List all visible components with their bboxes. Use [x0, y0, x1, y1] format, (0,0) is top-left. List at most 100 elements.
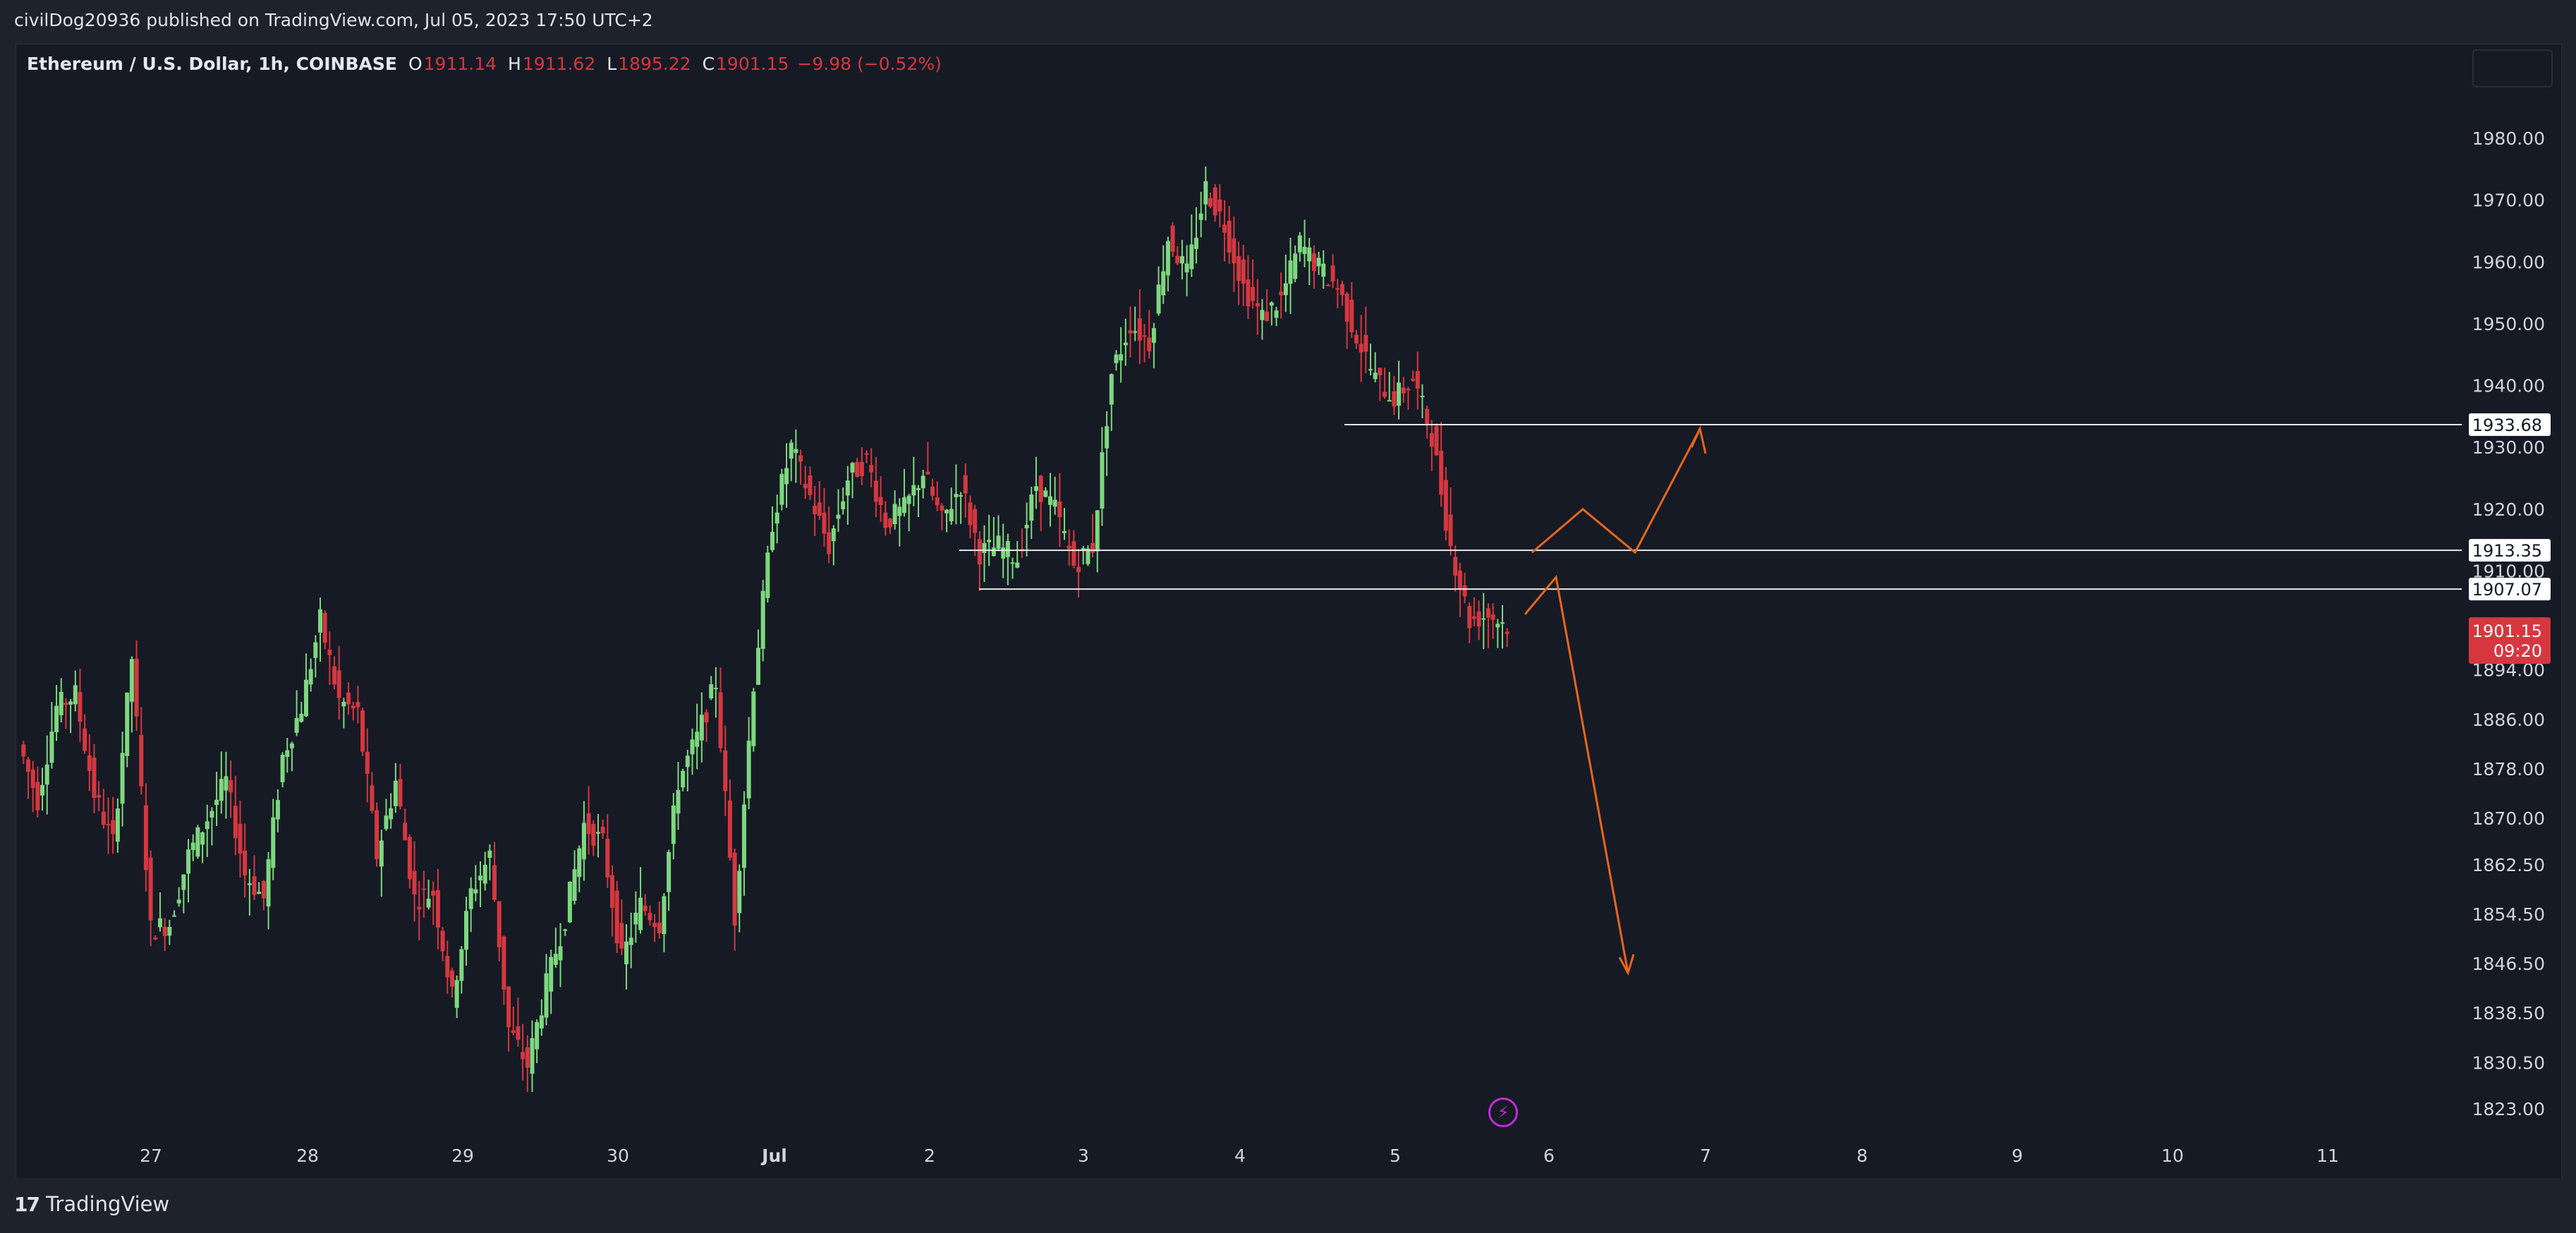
candle-body	[129, 659, 134, 702]
symbol-legend: Ethereum / U.S. Dollar, 1h, COINBASE O 1…	[27, 54, 942, 74]
candle-body	[1251, 286, 1256, 301]
candle-body	[299, 714, 304, 722]
candle-body	[827, 532, 832, 554]
candle-body	[463, 911, 468, 950]
candle-body	[690, 739, 695, 755]
candle-body	[26, 759, 31, 772]
candle-body	[153, 937, 158, 940]
candle-body	[356, 702, 360, 707]
candle-body	[389, 808, 394, 820]
candle-body	[1090, 542, 1095, 553]
candle-body	[850, 463, 855, 473]
candle-body	[1086, 548, 1090, 564]
lightning-icon[interactable]: ⚡	[1488, 1098, 1518, 1127]
time-axis-label: 3	[1078, 1146, 1089, 1166]
candle-body	[219, 779, 224, 801]
low-label: L	[607, 54, 617, 74]
candle-body	[289, 743, 294, 748]
candle-body	[935, 497, 940, 506]
candle-body	[676, 789, 681, 814]
candle-body	[1010, 562, 1015, 564]
candle-body	[1033, 486, 1038, 491]
candle-body	[379, 840, 384, 867]
candle-body	[1392, 391, 1397, 407]
candle-body	[1283, 283, 1288, 296]
time-axis-label: Jul	[760, 1146, 787, 1166]
projection-down-arrowhead	[1618, 954, 1635, 976]
candle-body	[855, 461, 860, 478]
time-axis-label: 30	[607, 1146, 629, 1166]
candle-body	[1335, 288, 1340, 290]
candle-body	[44, 764, 49, 785]
candle-body	[963, 475, 968, 494]
candle-body	[1339, 284, 1344, 296]
time-axis-label: 9	[2012, 1146, 2023, 1166]
time-axis-label: 29	[451, 1146, 474, 1166]
level-price-badge	[2469, 539, 2551, 562]
candle-body	[303, 679, 308, 717]
candle-body	[449, 971, 454, 987]
candle-body	[1321, 263, 1326, 277]
candle-body	[1123, 342, 1128, 346]
candle-body	[1217, 200, 1222, 212]
candle-body	[280, 755, 285, 783]
candle-body	[1043, 490, 1048, 497]
candle-body	[968, 502, 973, 526]
tradingview-brand[interactable]: 17 TradingView	[14, 1192, 169, 1216]
candle-body	[977, 539, 982, 565]
candle-body	[1100, 452, 1105, 509]
candle-body	[1137, 318, 1142, 341]
candle-body	[883, 512, 888, 528]
candle-body	[167, 927, 172, 936]
chart-menu-button[interactable]	[2472, 49, 2553, 87]
candle-body	[657, 923, 662, 933]
candle-body	[454, 980, 459, 1008]
candle-body	[1307, 247, 1312, 262]
candle-body	[1038, 475, 1043, 503]
candle-body	[1128, 330, 1133, 334]
candle-body	[1005, 540, 1010, 557]
candle-body	[1302, 246, 1307, 255]
price-axis-tick: 1960.00	[2472, 252, 2545, 272]
candle-body	[21, 744, 26, 757]
candle-body	[954, 494, 959, 497]
candle-body	[628, 937, 633, 945]
time-axis-label: 4	[1234, 1146, 1246, 1166]
candle-body	[1363, 334, 1368, 352]
candle-body	[695, 731, 700, 747]
candle-body	[718, 692, 723, 748]
candle-body	[1047, 496, 1052, 505]
candle-body	[869, 465, 874, 473]
candle-body	[581, 822, 586, 860]
candle-body	[831, 528, 836, 542]
candle-body	[878, 497, 883, 505]
candle-body	[1293, 253, 1298, 279]
candle-body	[1179, 256, 1184, 264]
price-axis-tick: 1980.00	[2472, 128, 2545, 149]
candle-body	[991, 547, 996, 557]
candle-body	[873, 480, 878, 502]
candle-body	[822, 512, 827, 534]
candle-body	[544, 973, 549, 1018]
candle-body	[233, 806, 238, 839]
price-axis-tick: 1878.00	[2472, 759, 2545, 779]
candle-body	[1297, 235, 1302, 253]
candle-body	[887, 518, 892, 528]
candle-body	[774, 512, 779, 524]
candle-body	[685, 755, 690, 767]
time-axis-label: 11	[2316, 1146, 2339, 1166]
candle-body	[1029, 494, 1034, 521]
candle-body	[101, 811, 106, 825]
change-value: −9.98 (−0.52%)	[797, 54, 942, 74]
chart-panel[interactable]	[16, 44, 2562, 1179]
candle-body	[1198, 213, 1203, 220]
candle-body	[54, 705, 59, 733]
candle-body	[699, 715, 704, 741]
candle-body	[1109, 374, 1114, 405]
candle-body	[73, 685, 78, 705]
symbol-title[interactable]: Ethereum / U.S. Dollar, 1h, COINBASE	[27, 54, 397, 74]
time-axis-label: 27	[140, 1146, 162, 1166]
candle-body	[1383, 391, 1387, 397]
candle-body	[1246, 279, 1251, 307]
